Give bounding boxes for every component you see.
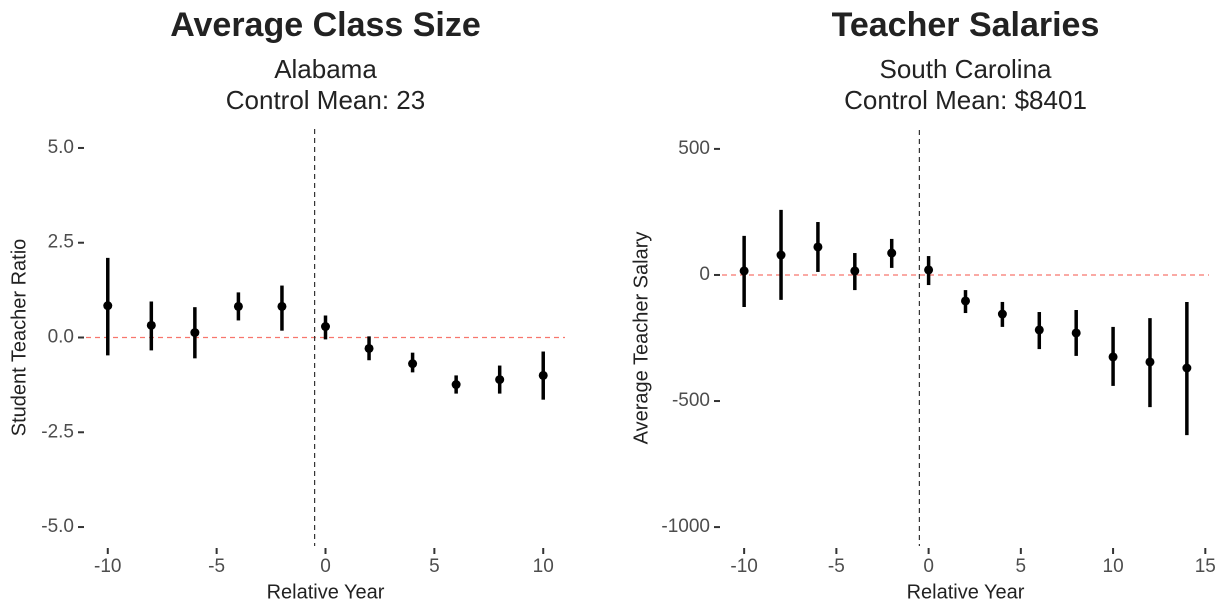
point	[997, 309, 1007, 319]
chart-title: Teacher Salaries	[832, 6, 1100, 44]
point	[1182, 363, 1192, 373]
point	[277, 301, 287, 311]
y-axis-title: Student Teacher Ratio	[8, 239, 30, 437]
point	[495, 375, 505, 385]
point	[1108, 352, 1118, 362]
x-tick-label: 5	[1016, 556, 1027, 577]
y-axis-title: Average Teacher Salary	[630, 232, 652, 445]
y-tick-label: 0	[699, 264, 710, 285]
point	[961, 296, 970, 306]
chart-subtitle: Control Mean: $8401	[844, 85, 1087, 115]
chart-subtitle: Control Mean: 23	[226, 85, 425, 115]
x-tick-label: -5	[828, 556, 845, 577]
chart-subtitle: Alabama	[274, 54, 377, 84]
point	[776, 250, 786, 260]
y-tick-label: -1000	[661, 516, 710, 537]
point	[146, 320, 156, 330]
y-tick-label: 2.5	[48, 232, 74, 253]
x-tick-label: 5	[429, 556, 440, 577]
point	[321, 322, 330, 332]
point	[103, 301, 113, 311]
point	[850, 266, 860, 276]
point	[451, 380, 461, 390]
y-tick-label: -5.0	[41, 516, 74, 537]
x-tick-label: 10	[1103, 556, 1124, 577]
chart-subtitle: South Carolina	[880, 54, 1053, 84]
x-tick-label: 0	[320, 556, 331, 577]
x-tick-label: -10	[94, 556, 121, 577]
x-tick-label: 10	[533, 556, 554, 577]
point	[190, 328, 200, 338]
point	[364, 343, 374, 353]
point	[887, 248, 897, 258]
y-tick-label: 5.0	[48, 137, 74, 158]
x-axis-title: Relative Year	[267, 581, 385, 603]
y-tick-label: 500	[678, 138, 710, 159]
point	[233, 301, 243, 311]
y-tick-label: -500	[672, 390, 710, 411]
x-tick-label: -5	[208, 556, 225, 577]
point	[1071, 328, 1081, 338]
chart-title: Average Class Size	[170, 6, 481, 44]
point	[739, 266, 749, 276]
x-axis-title: Relative Year	[907, 581, 1025, 603]
x-tick-label: 15	[1195, 556, 1216, 577]
point	[924, 265, 934, 275]
point	[1034, 325, 1044, 335]
y-tick-label: 0.0	[48, 327, 74, 348]
point	[538, 370, 548, 380]
x-tick-label: 0	[923, 556, 934, 577]
y-tick-label: -2.5	[41, 421, 74, 442]
point	[1145, 357, 1155, 367]
point	[813, 242, 823, 252]
x-tick-label: -10	[730, 556, 757, 577]
point	[408, 359, 418, 369]
